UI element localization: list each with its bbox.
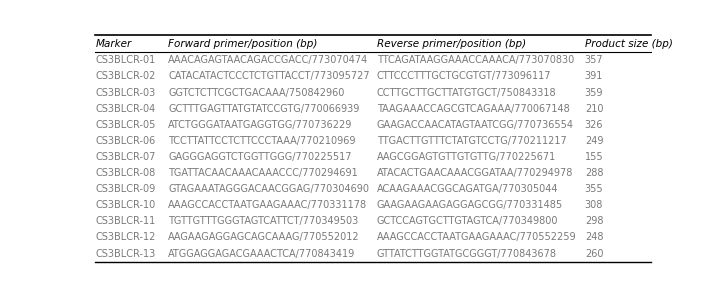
Text: GCTTTGAGTTATGTATCCGTG/770066939: GCTTTGAGTTATGTATCCGTG/770066939	[168, 104, 360, 114]
Text: CS3BLCR-10: CS3BLCR-10	[95, 200, 155, 210]
Text: CS3BLCR-09: CS3BLCR-09	[95, 184, 155, 194]
Text: CS3BLCR-04: CS3BLCR-04	[95, 104, 155, 114]
Text: GGTCTCTTCGCTGACAAA/750842960: GGTCTCTTCGCTGACAAA/750842960	[168, 88, 345, 98]
Text: GTAGAAATAGGGACAACGGAG/770304690: GTAGAAATAGGGACAACGGAG/770304690	[168, 184, 370, 194]
Text: TGTTGTTTGGGTAGTCATTCT/770349503: TGTTGTTTGGGTAGTCATTCT/770349503	[168, 216, 359, 226]
Text: CS3BLCR-07: CS3BLCR-07	[95, 152, 155, 162]
Text: 249: 249	[584, 136, 603, 146]
Text: AAAGCCACCTAATGAAGAAAC/770552259: AAAGCCACCTAATGAAGAAAC/770552259	[377, 233, 576, 243]
Text: AAACAGAGTAACAGACCGACC/773070474: AAACAGAGTAACAGACCGACC/773070474	[168, 55, 369, 65]
Text: 155: 155	[584, 152, 603, 162]
Text: GAGGGAGGTCTGGTTGGG/770225517: GAGGGAGGTCTGGTTGGG/770225517	[168, 152, 352, 162]
Text: AAGAAGAGGAGCAGCAAAG/770552012: AAGAAGAGGAGCAGCAAAG/770552012	[168, 233, 360, 243]
Text: GAAGACCAACATAGTAATCGG/770736554: GAAGACCAACATAGTAATCGG/770736554	[377, 120, 574, 130]
Text: TTGACTTGTTTCTATGTCCTG/770211217: TTGACTTGTTTCTATGTCCTG/770211217	[377, 136, 566, 146]
Text: 210: 210	[584, 104, 603, 114]
Text: Marker: Marker	[95, 39, 131, 49]
Text: TAAGAAACCAGCGTCAGAAA/770067148: TAAGAAACCAGCGTCAGAAA/770067148	[377, 104, 569, 114]
Text: 248: 248	[584, 233, 603, 243]
Text: CS3BLCR-06: CS3BLCR-06	[95, 136, 155, 146]
Text: 260: 260	[584, 249, 603, 259]
Text: 298: 298	[584, 216, 603, 226]
Text: 359: 359	[584, 88, 603, 98]
Text: TCCTTATTCCTCTTCCCTAAA/770210969: TCCTTATTCCTCTTCCCTAAA/770210969	[168, 136, 356, 146]
Text: CCTTGCTTGCTTATGTGCT/750843318: CCTTGCTTGCTTATGTGCT/750843318	[377, 88, 556, 98]
Text: GAAGAAGAAGAGGAGCGG/770331485: GAAGAAGAAGAGGAGCGG/770331485	[377, 200, 563, 210]
Text: ATCTGGGATAATGAGGTGG/770736229: ATCTGGGATAATGAGGTGG/770736229	[168, 120, 353, 130]
Text: CS3BLCR-02: CS3BLCR-02	[95, 71, 155, 81]
Text: 326: 326	[584, 120, 603, 130]
Text: ATGGAGGAGACGAAACTCA/770843419: ATGGAGGAGACGAAACTCA/770843419	[168, 249, 356, 259]
Text: GCTCCAGTGCTTGTAGTCA/770349800: GCTCCAGTGCTTGTAGTCA/770349800	[377, 216, 558, 226]
Text: ATACACTGAACAAACGGATAA/770294978: ATACACTGAACAAACGGATAA/770294978	[377, 168, 573, 178]
Text: CS3BLCR-05: CS3BLCR-05	[95, 120, 155, 130]
Text: CS3BLCR-13: CS3BLCR-13	[95, 249, 155, 259]
Text: Forward primer/position (bp): Forward primer/position (bp)	[168, 39, 318, 49]
Text: 357: 357	[584, 55, 603, 65]
Text: 391: 391	[584, 71, 603, 81]
Text: Product size (bp): Product size (bp)	[584, 39, 672, 49]
Text: AAGCGGAGTGTTGTGTTG/770225671: AAGCGGAGTGTTGTGTTG/770225671	[377, 152, 556, 162]
Text: CS3BLCR-08: CS3BLCR-08	[95, 168, 155, 178]
Text: CS3BLCR-03: CS3BLCR-03	[95, 88, 155, 98]
Text: CS3BLCR-12: CS3BLCR-12	[95, 233, 155, 243]
Text: ACAAGAAACGGCAGATGA/770305044: ACAAGAAACGGCAGATGA/770305044	[377, 184, 558, 194]
Text: CTTCCCTTTGCTGCGTGT/773096117: CTTCCCTTTGCTGCGTGT/773096117	[377, 71, 551, 81]
Text: CS3BLCR-01: CS3BLCR-01	[95, 55, 155, 65]
Text: TTCAGATAAGGAAACCAAACA/773070830: TTCAGATAAGGAAACCAAACA/773070830	[377, 55, 574, 65]
Text: 308: 308	[584, 200, 603, 210]
Text: GTTATCTTGGTATGCGGGT/770843678: GTTATCTTGGTATGCGGGT/770843678	[377, 249, 557, 259]
Text: 355: 355	[584, 184, 603, 194]
Text: CATACATACTCCCTCTGTTACCT/773095727: CATACATACTCCCTCTGTTACCT/773095727	[168, 71, 370, 81]
Text: CS3BLCR-11: CS3BLCR-11	[95, 216, 155, 226]
Text: TGATTACAACAAACAAACCC/770294691: TGATTACAACAAACAAACCC/770294691	[168, 168, 358, 178]
Text: AAAGCCACCTAATGAAGAAAC/770331178: AAAGCCACCTAATGAAGAAAC/770331178	[168, 200, 367, 210]
Text: 288: 288	[584, 168, 603, 178]
Text: Reverse primer/position (bp): Reverse primer/position (bp)	[377, 39, 526, 49]
